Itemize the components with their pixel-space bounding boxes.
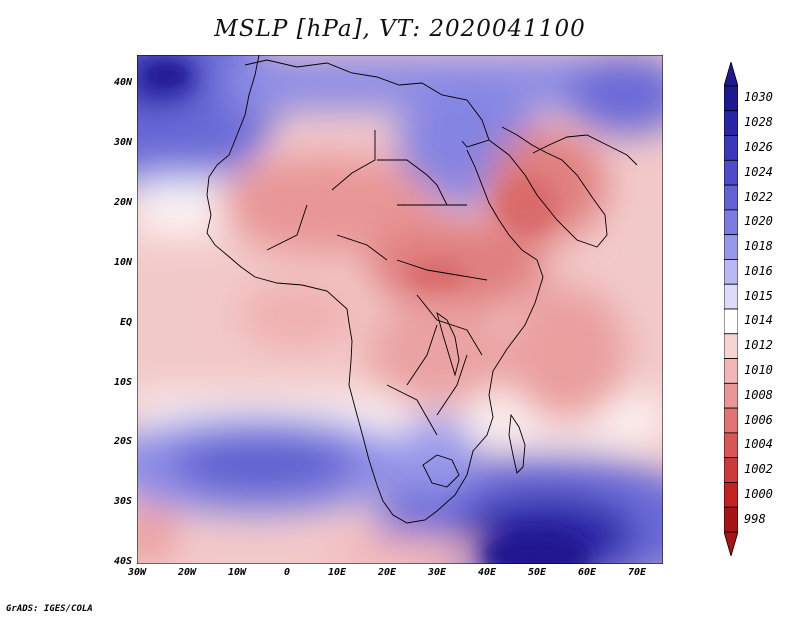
colorbar-label-1018: 1018 (744, 239, 773, 254)
colorbar-label-998: 998 (744, 511, 766, 526)
lon-label-40e: 40E (477, 567, 497, 578)
colorbar-label-1026: 1026 (744, 139, 773, 154)
lat-label-30n: 30N (113, 137, 132, 148)
lat-label-30s: 30S (113, 496, 132, 507)
lat-label-40s: 40S (113, 556, 132, 567)
colorbar-segment-1028 (724, 110, 738, 136)
colorbar-segment-1014 (724, 308, 738, 335)
lat-label-10s: 10S (113, 377, 132, 388)
lon-label-30e: 30E (427, 567, 447, 578)
colorbar-segment-1022 (724, 184, 738, 211)
colorbar-segment-1006 (724, 407, 738, 434)
lon-label-20e: 20E (377, 567, 397, 578)
lat-label-20n: 20N (113, 197, 132, 208)
lon-label-70e: 70E (627, 567, 647, 578)
colorbar-label-1022: 1022 (744, 189, 773, 204)
colorbar-segment-1018 (724, 234, 738, 260)
lon-label-10e: 10E (327, 567, 347, 578)
colorbar-top-arrow (724, 62, 738, 87)
colorbar-label-1016: 1016 (744, 263, 773, 278)
colorbar-label-1010: 1010 (744, 362, 773, 377)
colorbar-segment-998 (724, 506, 738, 533)
colorbar-segment-1030 (724, 85, 738, 112)
colorbar-label-1014: 1014 (744, 313, 773, 328)
coastlines (206, 55, 638, 524)
colorbar-segment-1010 (724, 358, 738, 384)
colorbar-label-1024: 1024 (744, 164, 773, 179)
colorbar-segment-1026 (724, 135, 738, 161)
pressure-colorbar (724, 62, 738, 556)
colorbar-label-1002: 1002 (744, 462, 773, 477)
lon-label-10w: 10W (227, 567, 247, 578)
colorbar-label-1028: 1028 (744, 115, 773, 130)
colorbar-label-1012: 1012 (744, 338, 773, 353)
colorbar-segment-1024 (724, 159, 738, 186)
colorbar-segment-1002 (724, 457, 738, 483)
colorbar-label-1000: 1000 (744, 486, 773, 501)
map-title: MSLP [hPa], VT: 2020041100 (214, 16, 586, 42)
colorbar-segment-1016 (724, 259, 738, 285)
colorbar-label-1015: 1015 (744, 288, 773, 303)
colorbar-label-1030: 1030 (744, 90, 773, 105)
colorbar-label-1020: 1020 (744, 214, 773, 229)
colorbar-bottom-arrow (724, 531, 738, 556)
lon-label-20w: 20W (177, 567, 197, 578)
colorbar-segment-1015 (724, 283, 738, 310)
grads-credit: GrADS: IGES/COLA (6, 604, 93, 614)
colorbar-label-1008: 1008 (744, 387, 773, 402)
lat-label-eq: EQ (119, 317, 132, 328)
colorbar-segment-1004 (724, 432, 738, 459)
lon-label-60e: 60E (577, 567, 597, 578)
lon-label-30w: 30W (127, 567, 147, 578)
colorbar-label-1006: 1006 (744, 412, 773, 427)
colorbar-segment-1012 (724, 333, 738, 359)
colorbar-label-1004: 1004 (744, 437, 773, 452)
lat-label-20s: 20S (113, 436, 132, 447)
lat-label-10n: 10N (113, 257, 132, 268)
colorbar-segment-1020 (724, 209, 738, 236)
lon-label-0: 0 (283, 567, 291, 578)
mslp-map (137, 55, 663, 564)
colorbar-segment-1000 (724, 482, 738, 508)
lat-label-40n: 40N (113, 77, 132, 88)
lon-label-50e: 50E (527, 567, 547, 578)
colorbar-segment-1008 (724, 382, 738, 409)
